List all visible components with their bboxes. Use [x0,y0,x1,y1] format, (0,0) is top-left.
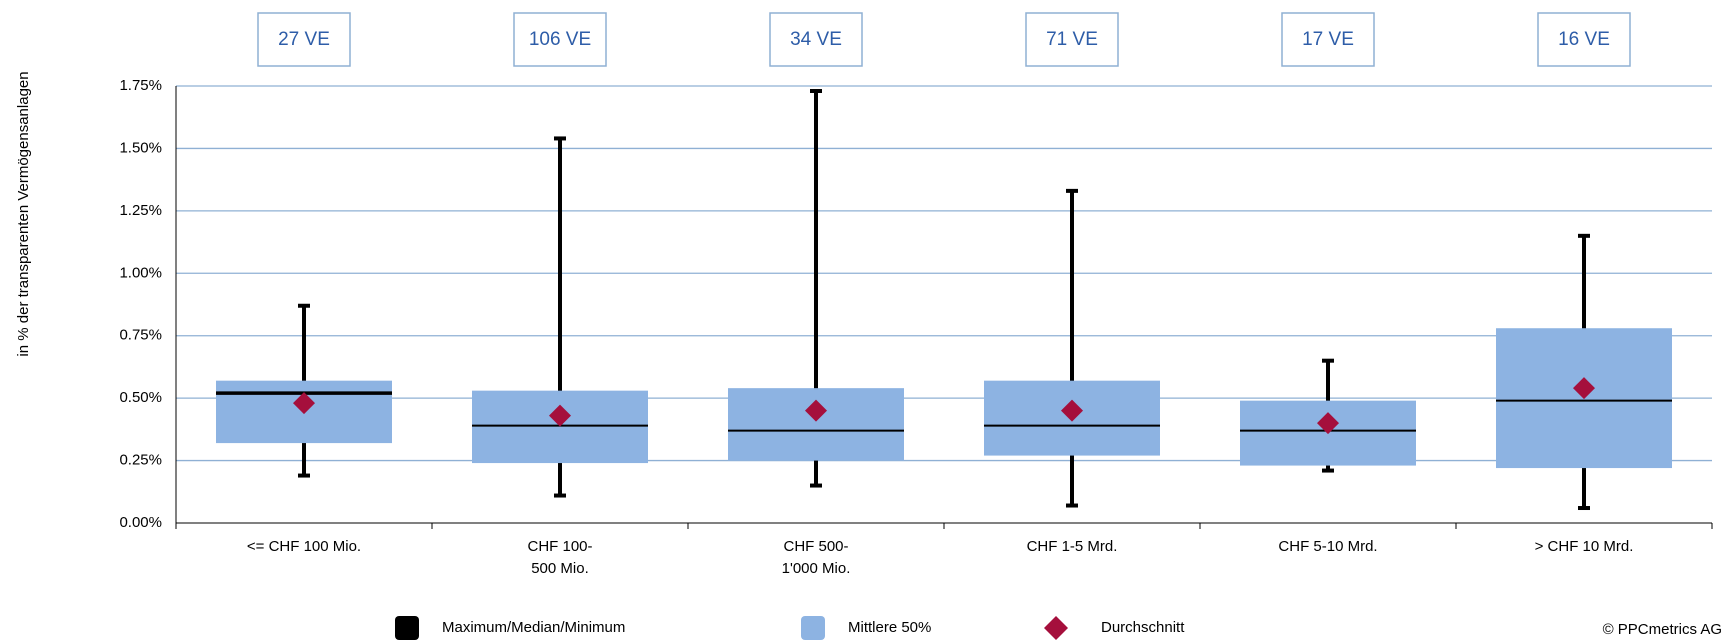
count-box [257,12,351,67]
y-tick-label: 0.75% [119,327,162,344]
count-box [513,12,607,67]
y-tick-label: 1.25% [119,202,162,219]
x-tick-label: <= CHF 100 Mio. [247,538,361,555]
x-tick-label: CHF 1-5 Mrd. [1027,538,1118,555]
legend-label: Maximum/Median/Minimum [442,619,625,636]
count-box [769,12,863,67]
count-label: 27 VE [278,29,330,50]
count-box [1025,12,1119,67]
legend-swatch [801,616,825,640]
y-axis-label: in % der transparenten Vermögensanlagen [15,71,32,356]
count-label: 34 VE [790,29,842,50]
x-tick-label: 500 Mio. [531,560,589,577]
count-label: 106 VE [529,29,591,50]
y-tick-label: 0.00% [119,514,162,531]
mean-marker [1317,412,1339,435]
count-label: 71 VE [1046,29,1098,50]
y-tick-label: 0.50% [119,389,162,406]
y-tick-label: 1.75% [119,77,162,94]
legend-label: Durchschnitt [1101,619,1185,636]
count-label: 16 VE [1558,29,1610,50]
y-tick-label: 1.50% [119,139,162,156]
legend-swatch [395,616,419,640]
mean-marker [549,404,571,427]
count-box [1281,12,1375,67]
x-tick-label: > CHF 10 Mrd. [1535,538,1634,555]
y-tick-label: 0.25% [119,452,162,469]
legend-swatch [1044,616,1068,640]
legend-label: Mittlere 50% [848,619,931,636]
count-box [1537,12,1631,67]
mean-marker [293,392,315,415]
box [472,390,648,464]
x-tick-label: 1'000 Mio. [782,560,851,577]
x-tick-label: CHF 5-10 Mrd. [1278,538,1377,555]
y-tick-label: 1.00% [119,264,162,281]
mean-marker [805,399,827,422]
count-label: 17 VE [1302,29,1354,50]
box [728,388,904,461]
copyright: © PPCmetrics AG [1603,621,1722,638]
x-tick-label: CHF 500- [783,538,848,555]
mean-marker [1061,399,1083,422]
mean-marker [1573,377,1595,400]
x-tick-label: CHF 100- [527,538,592,555]
